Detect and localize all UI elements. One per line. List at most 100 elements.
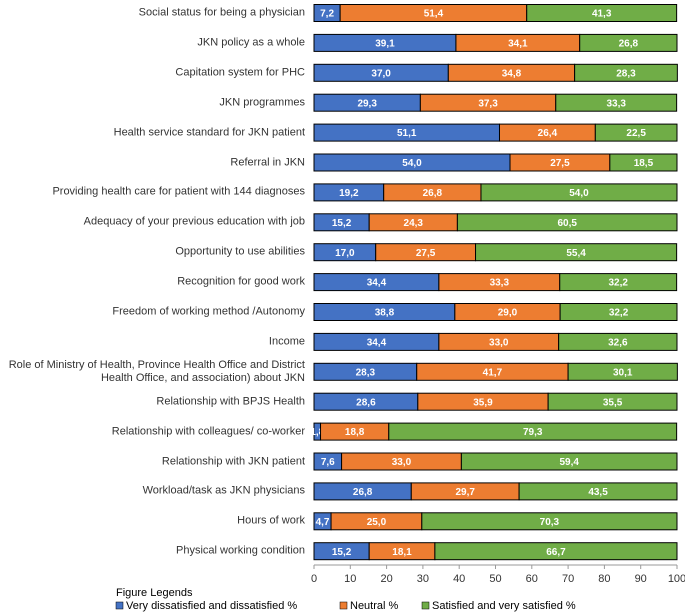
- value-label: 32,2: [609, 308, 629, 319]
- value-label: 33,0: [489, 338, 509, 349]
- value-label: 1,8: [310, 427, 324, 438]
- category-label: Health service standard for JKN patient: [113, 126, 305, 139]
- legend-label: Satisfied and very satisfied %: [432, 600, 576, 612]
- value-label: 38,8: [375, 308, 395, 319]
- legend-swatch: [115, 601, 124, 610]
- value-label: 54,0: [569, 188, 589, 199]
- value-label: 27,5: [416, 248, 436, 259]
- category-label: Relationship with BPJS Health: [156, 395, 305, 408]
- value-label: 35,5: [603, 397, 623, 408]
- value-label: 30,1: [613, 367, 633, 378]
- value-label: 32,2: [608, 278, 628, 289]
- bar-segment: [567, 362, 678, 381]
- value-label: 18,1: [392, 547, 412, 558]
- value-label: 32,6: [608, 338, 628, 349]
- value-label: 24,3: [404, 218, 424, 229]
- category-label: Referral in JKN: [230, 156, 305, 168]
- category-label: Capitation system for PHC: [175, 66, 305, 79]
- value-label: 7,2: [320, 9, 334, 20]
- value-label: 7,6: [321, 457, 335, 468]
- value-label: 18,5: [634, 158, 654, 169]
- value-label: 41,7: [483, 367, 503, 378]
- value-label: 25,0: [367, 517, 387, 528]
- value-label: 33,0: [392, 457, 412, 468]
- value-label: 18,8: [345, 427, 365, 438]
- category-label: JKN policy as a whole: [197, 36, 305, 49]
- x-tick-label: 70: [562, 573, 574, 585]
- value-label: 29,0: [498, 308, 518, 319]
- x-tick-label: 80: [598, 573, 610, 585]
- value-label: 79,3: [523, 427, 543, 438]
- category-label: Relationship with JKN patient: [161, 455, 305, 467]
- value-label: 51,1: [397, 128, 417, 139]
- x-tick-label: 30: [417, 573, 429, 585]
- value-label: 4,7: [316, 517, 330, 528]
- value-label: 37,0: [371, 68, 391, 79]
- value-label: 28,3: [616, 68, 636, 79]
- x-tick-label: 90: [635, 573, 647, 585]
- value-label: 55,4: [566, 248, 586, 259]
- x-tick-label: 60: [526, 573, 538, 585]
- value-label: 34,8: [502, 68, 522, 79]
- value-label: 60,5: [557, 218, 577, 229]
- value-label: 17,0: [335, 248, 355, 259]
- value-label: 29,7: [455, 487, 475, 498]
- value-label: 19,2: [339, 188, 359, 199]
- value-label: 33,3: [490, 278, 510, 289]
- value-label: 37,3: [478, 98, 498, 109]
- bar-segment: [555, 93, 678, 112]
- value-label: 26,4: [538, 128, 558, 139]
- category-label: Role of Ministry of Health, Province Hea…: [8, 358, 305, 384]
- value-label: 22,5: [626, 128, 646, 139]
- value-label: 43,5: [588, 487, 608, 498]
- bar-segment: [460, 452, 678, 471]
- bar-segment: [594, 123, 678, 142]
- bar-segment: [574, 63, 678, 82]
- x-tick-label: 50: [489, 573, 501, 585]
- value-label: 15,2: [332, 547, 352, 558]
- value-label: 39,1: [375, 39, 395, 50]
- bar-segment: [526, 4, 678, 22]
- bar-segment: [434, 542, 678, 561]
- legend-label: Neutral %: [350, 600, 399, 612]
- category-label: Workload/task as JKN physicians: [142, 484, 305, 497]
- value-label: 27,5: [550, 158, 570, 169]
- bar-segment: [421, 512, 678, 531]
- value-label: 35,9: [473, 397, 493, 408]
- value-label: 51,4: [424, 9, 444, 20]
- category-label: Freedom of working method /Autonomy: [112, 305, 305, 318]
- legend-title: Figure Legends: [116, 587, 193, 599]
- x-tick-label: 100: [668, 573, 685, 585]
- bar-segment: [547, 392, 678, 411]
- value-label: 34,4: [367, 278, 387, 289]
- value-label: 29,3: [357, 98, 377, 109]
- category-label: JKN programmes: [219, 96, 305, 109]
- x-tick-label: 0: [311, 573, 317, 585]
- x-tick-label: 40: [453, 573, 465, 585]
- bar-segment: [559, 303, 678, 321]
- category-label: Relationship with colleagues/ co-worker: [111, 425, 305, 438]
- category-label: Recognition for good work: [177, 275, 305, 288]
- bar-segment: [579, 33, 678, 52]
- x-tick-label: 10: [344, 573, 356, 585]
- bar-segment: [609, 153, 678, 172]
- value-label: 28,6: [356, 397, 376, 408]
- legend-swatch: [421, 601, 430, 610]
- category-label: Physical working condition: [175, 544, 305, 557]
- category-label: Adequacy of your previous education with…: [83, 215, 305, 228]
- value-label: 26,8: [619, 39, 639, 50]
- value-label: 34,4: [367, 338, 387, 349]
- value-label: 26,8: [423, 188, 443, 199]
- bar-segment: [480, 183, 678, 202]
- value-label: 28,3: [356, 367, 376, 378]
- value-label: 66,7: [546, 547, 566, 558]
- value-label: 59,4: [559, 457, 579, 468]
- value-label: 34,1: [508, 39, 528, 50]
- bar-segment: [518, 482, 678, 501]
- value-label: 26,8: [353, 487, 373, 498]
- bar-segment: [456, 213, 678, 232]
- category-label: Hours of work: [237, 514, 305, 527]
- value-label: 15,2: [332, 218, 352, 229]
